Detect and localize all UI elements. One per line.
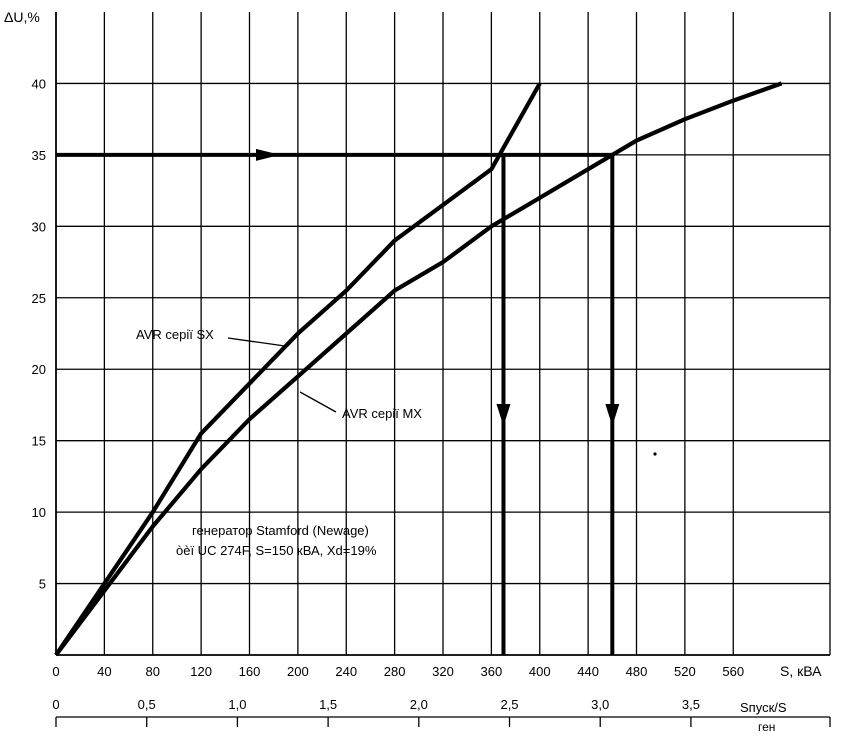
secondary-tick-label: 0 <box>52 697 59 712</box>
secondary-tick-label: 2,5 <box>500 697 518 712</box>
y-tick-label: 35 <box>32 148 46 163</box>
series-line-mx <box>54 81 783 657</box>
x-tick-label: 480 <box>626 664 648 679</box>
x-tick-label: 360 <box>481 664 503 679</box>
x-tick-label: 40 <box>97 664 111 679</box>
secondary-tick-label: 3,5 <box>682 697 700 712</box>
secondary-tick-label: 1,5 <box>319 697 337 712</box>
y-tick-label: 5 <box>39 577 46 592</box>
secondary-axis-label-sub: ген <box>758 720 775 734</box>
secondary-tick-label: 3,0 <box>591 697 609 712</box>
x-tick-label: 0 <box>52 664 59 679</box>
x-tick-label: 560 <box>722 664 744 679</box>
x-tick-label: 120 <box>190 664 212 679</box>
series-label-mx: AVR серії MX <box>342 406 422 421</box>
drop-arrow <box>605 404 620 426</box>
y-tick-label: 40 <box>32 76 46 91</box>
secondary-tick-label: 1,0 <box>228 697 246 712</box>
x-tick-label: 520 <box>674 664 696 679</box>
series-line-sx <box>54 82 542 657</box>
note-line-1: генератор Stamford (Newage) <box>192 523 369 538</box>
grid <box>56 12 831 655</box>
y-tick-label: 10 <box>32 505 46 520</box>
y-tick-label: 15 <box>32 434 46 449</box>
x-tick-label: 280 <box>384 664 406 679</box>
x-tick-label: 440 <box>577 664 599 679</box>
note-line-2: òèï UC 274F, S=150 кВА, Xd=19% <box>176 543 377 558</box>
reference-arrow <box>256 148 280 161</box>
series-layer <box>54 81 783 657</box>
secondary-tick-label: 0,5 <box>138 697 156 712</box>
y-tick-label: 30 <box>32 219 46 234</box>
x-tick-label: 400 <box>529 664 551 679</box>
dot-mark <box>653 452 657 456</box>
annotations-layer <box>56 148 657 655</box>
drop-arrow <box>496 404 511 426</box>
series-label-sx: AVR серії SX <box>136 327 214 342</box>
leader-line-mx <box>299 391 337 413</box>
secondary-tick-label: 2,0 <box>410 697 428 712</box>
leader-line-sx <box>227 337 286 347</box>
y-tick-label: 20 <box>32 362 46 377</box>
x-tick-label: 320 <box>432 664 454 679</box>
x-tick-label: 80 <box>146 664 160 679</box>
x-tick-label: 200 <box>287 664 309 679</box>
x-tick-label: 240 <box>335 664 357 679</box>
y-tick-label: 25 <box>32 291 46 306</box>
y-axis-label: ΔU,% <box>4 9 40 25</box>
x-tick-label: 160 <box>239 664 261 679</box>
x-axis-label: S, кВА <box>780 663 822 679</box>
secondary-axis-label: Sпуск/S <box>740 700 787 715</box>
axes <box>55 12 831 727</box>
